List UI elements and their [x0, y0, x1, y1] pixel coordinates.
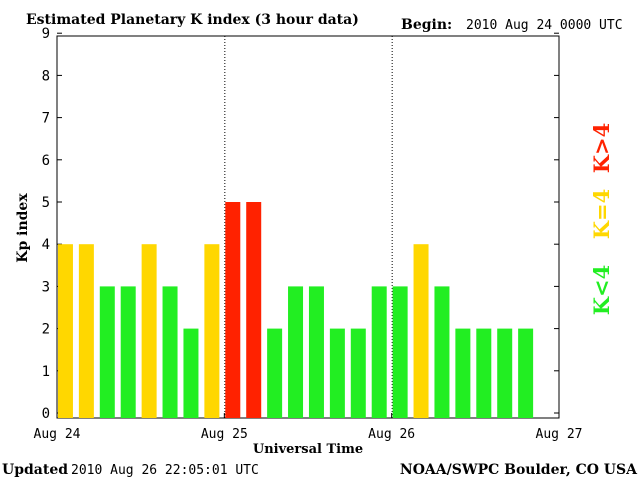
legend-k-below-4: K<4	[589, 265, 614, 315]
kp-bar	[350, 328, 366, 418]
y-tick-label: 8	[42, 68, 50, 84]
day-dividers	[224, 36, 393, 418]
kp-bar	[204, 244, 220, 418]
kp-bar	[225, 202, 241, 418]
kp-bar	[476, 328, 492, 418]
y-axis-label: Kp index	[15, 193, 31, 263]
kp-bar	[162, 286, 178, 418]
kp-bar	[99, 286, 115, 418]
kp-bar	[518, 328, 534, 418]
x-tick-label: Aug 24	[34, 427, 81, 442]
kp-bar	[78, 244, 94, 418]
kp-bar	[308, 286, 324, 418]
x-tick-label: Aug 27	[536, 427, 583, 442]
legend-k-equal-4: K=4	[589, 189, 614, 239]
bars	[57, 202, 534, 418]
y-tick-label: 6	[42, 153, 50, 169]
y-tick-label: 3	[42, 279, 50, 295]
source-credit: NOAA/SWPC Boulder, CO USA	[400, 462, 638, 478]
y-tick-label: 4	[42, 237, 50, 253]
kp-bar	[141, 244, 157, 418]
y-tick-label: 7	[42, 111, 50, 127]
x-axis-label: Universal Time	[253, 442, 363, 457]
kp-bar	[288, 286, 304, 418]
plot-frame	[56, 35, 560, 419]
kp-bar	[392, 286, 408, 418]
legend-k-above-4: K>4	[589, 123, 614, 173]
x-tick-label: Aug 25	[201, 427, 248, 442]
kp-bar	[267, 328, 283, 418]
y-tick-label: 2	[42, 322, 50, 338]
kp-bar	[371, 286, 387, 418]
kp-bar	[413, 244, 429, 418]
kp-bar	[455, 328, 471, 418]
updated-label: Updated	[2, 462, 68, 478]
kp-bar	[57, 244, 73, 418]
begin-label: Begin:	[401, 17, 452, 33]
y-tick-label: 9	[42, 26, 50, 42]
kp-bar	[497, 328, 513, 418]
begin-value: 2010 Aug 24 0000 UTC	[466, 18, 623, 33]
chart-title: Estimated Planetary K index (3 hour data…	[26, 12, 359, 28]
y-tick-label: 0	[42, 406, 50, 422]
kp-bar	[183, 328, 199, 418]
updated-value: 2010 Aug 26 22:05:01 UTC	[71, 463, 259, 478]
x-axis: Aug 24 Aug 25 Aug 26 Aug 27	[34, 413, 583, 442]
x-tick-label: Aug 26	[368, 427, 415, 442]
y-tick-label: 1	[42, 364, 50, 380]
kp-bar	[246, 202, 262, 418]
kp-bar	[329, 328, 345, 418]
kp-bar	[434, 286, 450, 418]
y-tick-label: 5	[42, 195, 50, 211]
kp-bar	[120, 286, 136, 418]
